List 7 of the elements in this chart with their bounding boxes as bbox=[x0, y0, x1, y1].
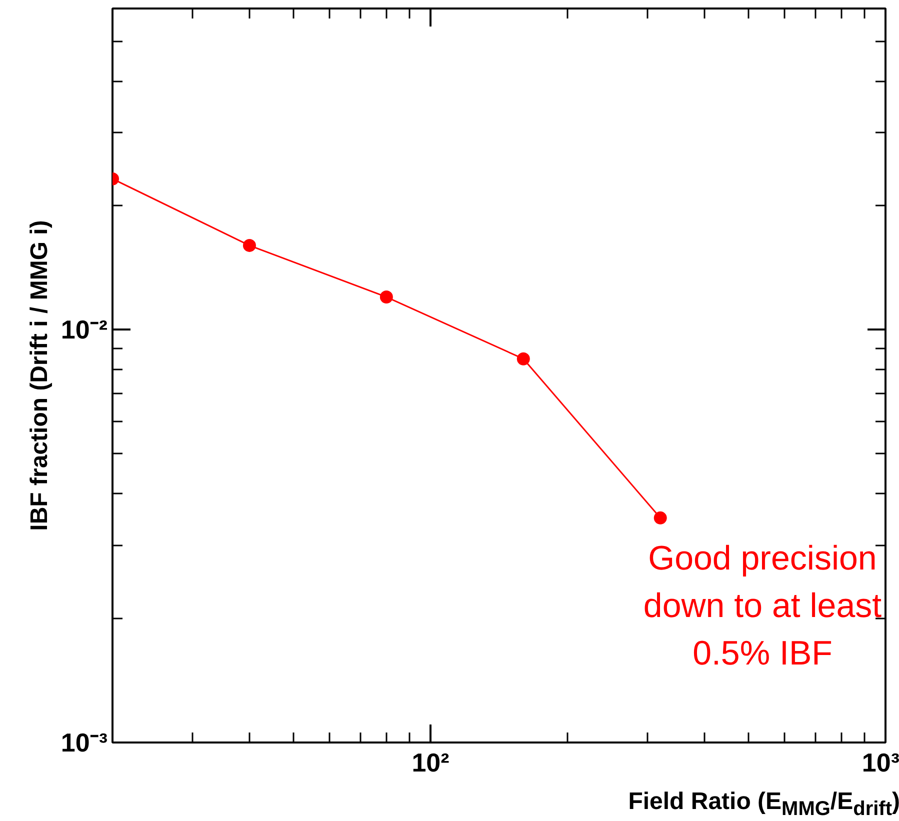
annotation: Good precision down to at least 0.5% IBF bbox=[643, 540, 882, 672]
y-tick-label: 10⁻² bbox=[60, 314, 108, 345]
x-axis-title: Field Ratio (E$_{MMG}$/E$_{drift}$) bbox=[628, 787, 899, 821]
x-tick-label: 10³ bbox=[862, 748, 899, 778]
x-tick-label: 10² bbox=[412, 748, 450, 778]
y-axis-title: IBF fraction (Drift i / MMG i) bbox=[26, 220, 53, 531]
y-tick-label: 10⁻³ bbox=[60, 728, 108, 758]
